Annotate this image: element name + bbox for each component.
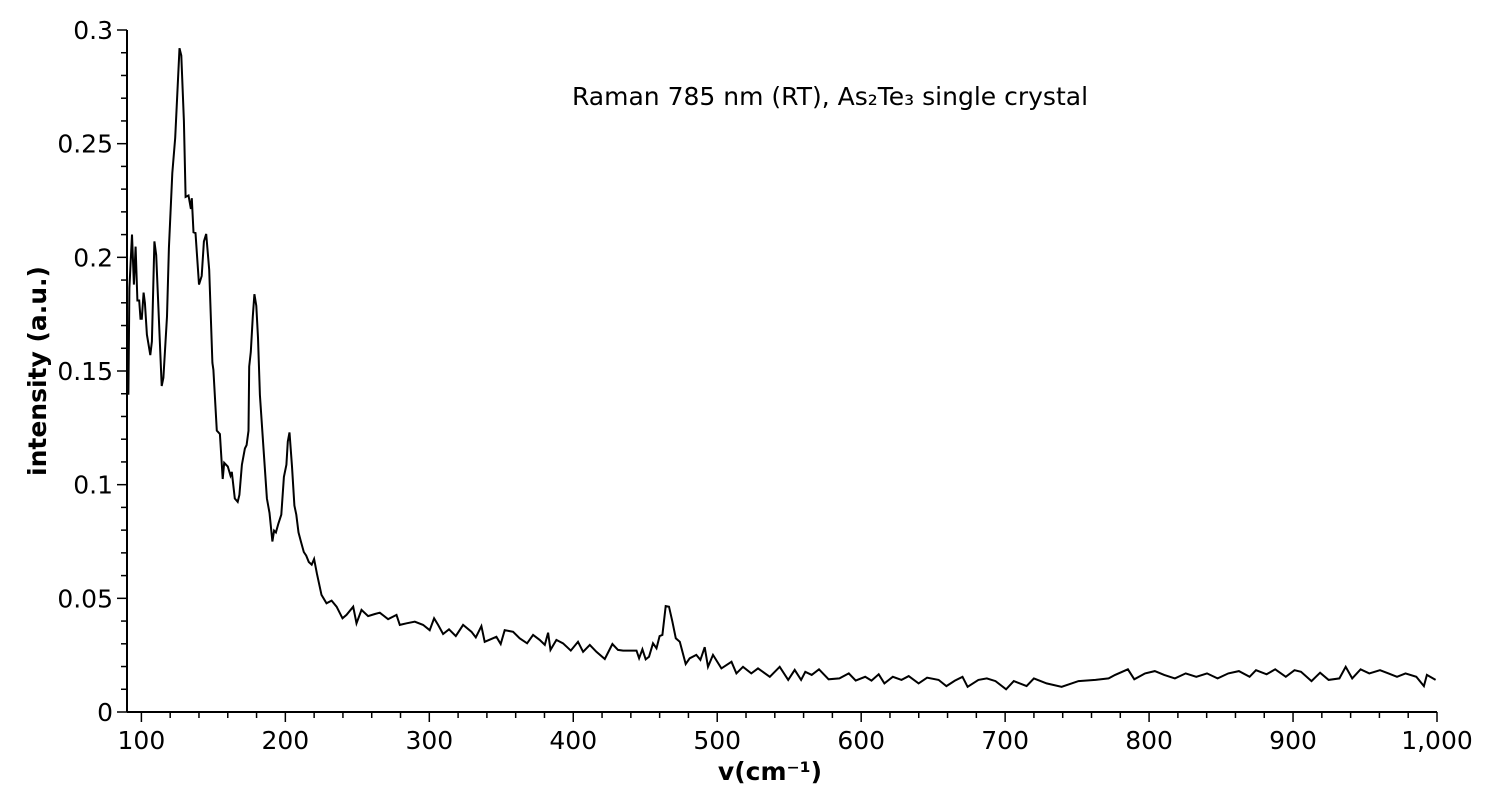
y-tick-label: 0	[97, 698, 113, 727]
x-tick-label: 400	[549, 726, 597, 755]
y-tick-label: 0.15	[57, 357, 113, 386]
y-tick-label: 0.05	[57, 584, 113, 613]
x-tick-label: 300	[405, 726, 453, 755]
y-axis-label: intensity (a.u.)	[23, 266, 52, 476]
x-tick-label: 900	[1269, 726, 1317, 755]
x-tick-label: 100	[118, 726, 166, 755]
x-tick-label: 1,000	[1401, 726, 1473, 755]
x-tick-label: 600	[837, 726, 885, 755]
x-tick-label: 200	[261, 726, 309, 755]
x-axis-label: v(cm⁻¹)	[718, 757, 822, 786]
y-tick-label: 0.25	[57, 130, 113, 159]
axes: 100 200 300 400 500 600 700 800 900 1,000 0 0.05 0.1…	[57, 16, 1472, 755]
x-tick-label: 700	[981, 726, 1029, 755]
y-tick-label: 0.1	[73, 471, 113, 500]
x-tick-label: 500	[693, 726, 741, 755]
series-line	[127, 47, 1437, 691]
y-tick-label: 0.2	[73, 243, 113, 272]
x-tick-label: 800	[1125, 726, 1173, 755]
y-tick-label: 0.3	[73, 16, 113, 45]
chart-title: Raman 785 nm (RT), As₂Te₃ single crystal	[572, 82, 1088, 111]
